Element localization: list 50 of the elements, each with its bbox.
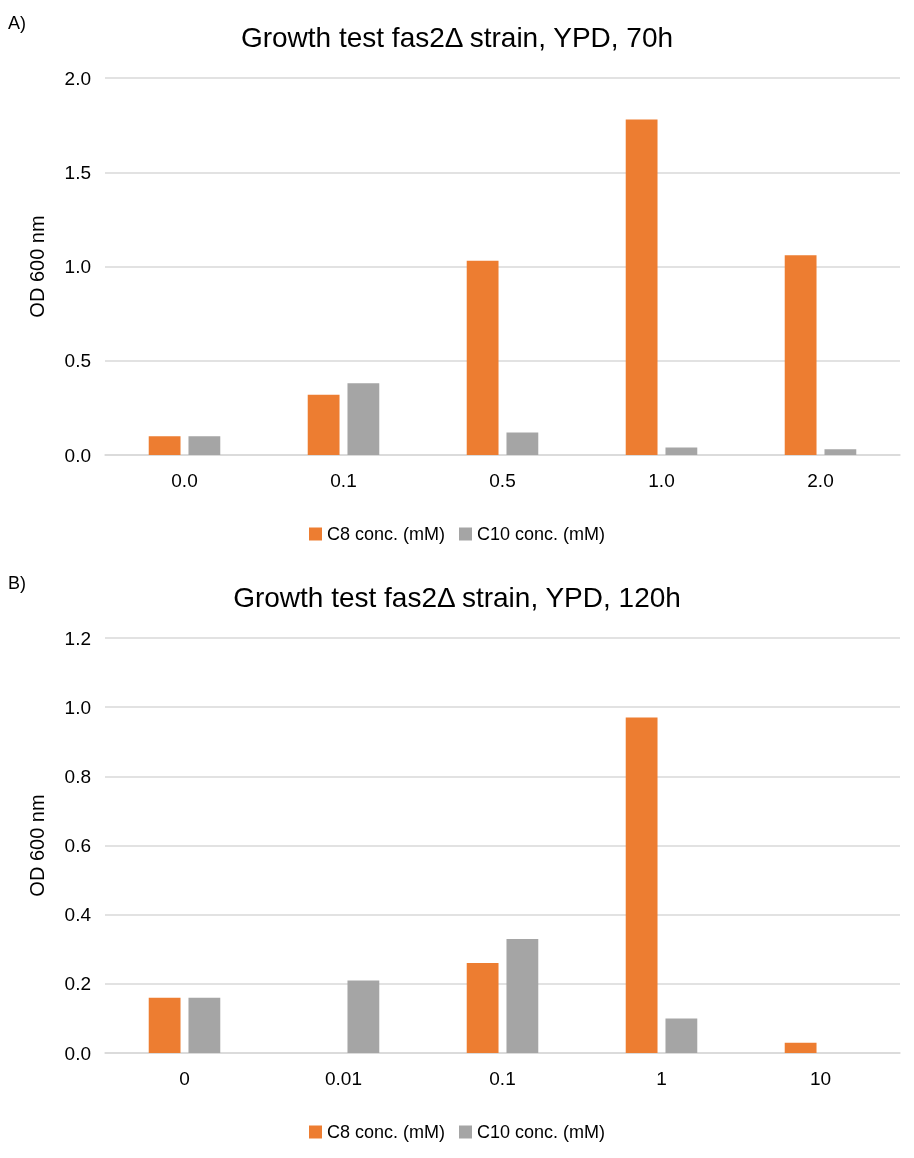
bar [625,717,658,1053]
bar [188,436,221,455]
x-tick-label: 1.0 [648,470,675,491]
x-tick-label: 0.1 [489,1068,516,1089]
bar [466,963,499,1053]
bar [148,436,181,455]
x-tick-label: 0.5 [489,470,516,491]
bar [148,997,181,1053]
x-tick-label: 0 [179,1068,190,1089]
bar [188,997,221,1053]
bar [506,938,539,1053]
bar [784,1042,817,1053]
x-tick-label: 2.0 [807,470,834,491]
y-tick-label: 1.0 [64,696,91,718]
y-tick-label: 1.5 [64,161,91,183]
bar [506,432,539,455]
x-tick-label: 0.0 [171,470,198,491]
y-tick-label: 2.0 [64,67,91,89]
y-tick-label: 1.2 [64,627,91,649]
bar [824,449,857,455]
y-tick-label: 0.5 [64,350,91,372]
bar [347,383,380,455]
y-tick-label: 0.0 [64,1042,91,1064]
bar [665,1018,698,1053]
bar [625,119,658,455]
chart-title: Growth test fas2Δ strain, YPD, 70h [240,21,674,53]
y-axis-title: OD 600 nm [26,794,48,897]
bar [784,255,817,455]
legend-label: C10 conc. (mM) [476,524,606,544]
bar [307,394,340,455]
y-tick-label: 0.0 [64,444,91,466]
text: B) [8,573,26,593]
bar [347,980,380,1053]
y-tick-label: 1.0 [64,256,91,277]
y-tick-label: 0.8 [64,765,91,787]
legend-label: C8 conc. (mM) [326,1122,445,1142]
chart-title: Growth test fas2Δ strain, YPD, 120h [233,581,681,613]
y-tick-label: 0.4 [64,904,92,926]
bar [466,260,499,455]
x-tick-label: 0.01 [325,1068,362,1089]
x-tick-label: 1 [656,1068,667,1089]
y-tick-label: 0.2 [64,973,91,995]
y-axis-title: OD 600 nm [26,215,48,318]
x-tick-label: 10 [809,1068,832,1089]
x-tick-label: 0.1 [330,470,357,491]
y-tick-label: 0.6 [64,835,91,856]
legend-label: C10 conc. (mM) [476,1122,606,1142]
text: A) [8,13,26,33]
bar [665,447,698,455]
legend-label: C8 conc. (mM) [326,524,445,544]
